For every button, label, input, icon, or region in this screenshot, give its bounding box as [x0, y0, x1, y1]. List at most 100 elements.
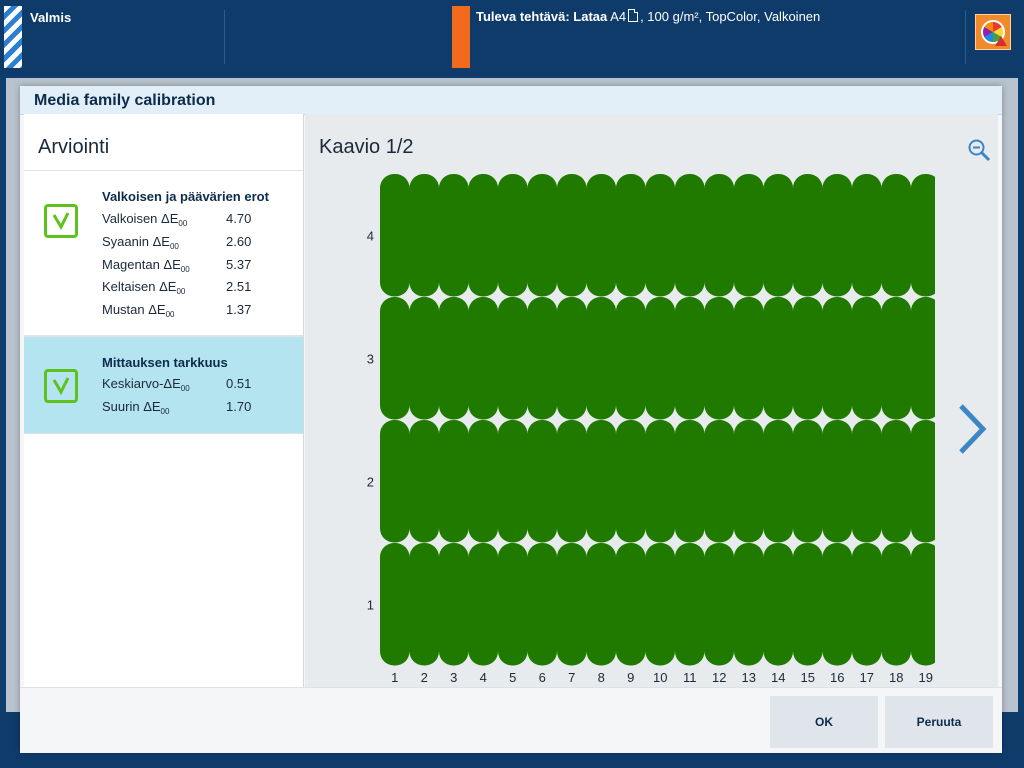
heatmap-cell: [439, 174, 469, 297]
paper-icon: [628, 9, 639, 22]
heatmap-cell: [881, 297, 911, 420]
heatmap-cell: [409, 543, 439, 666]
chart-title: Kaavio 1/2: [319, 136, 414, 158]
heatmap-cell: [734, 543, 764, 666]
dialog-title: Media family calibration: [34, 92, 216, 109]
ok-button[interactable]: OK: [770, 696, 878, 748]
delta-row-magenta: Magentan ΔE00 5.37: [102, 257, 252, 274]
x-tick-label: 19: [919, 670, 933, 685]
heatmap-cell: [527, 420, 557, 543]
heatmap-cell: [645, 420, 675, 543]
heatmap-cell: [675, 543, 705, 666]
heatmap-cell: [734, 420, 764, 543]
heatmap-cell: [793, 420, 823, 543]
heatmap-cell: [498, 420, 528, 543]
evaluation-title: Arviointi: [38, 136, 110, 158]
heatmap-cell: [557, 297, 587, 420]
y-tick-label: 1: [367, 598, 374, 613]
zoom-out-icon[interactable]: [967, 138, 991, 162]
y-tick-label: 4: [367, 229, 374, 244]
x-tick-label: 14: [771, 670, 785, 685]
heatmap-cell: [645, 297, 675, 420]
heatmap-cell: [409, 420, 439, 543]
x-tick-label: 6: [539, 670, 546, 685]
heatmap-cell: [527, 174, 557, 297]
heatmap-cell: [852, 174, 882, 297]
check-icon: [44, 369, 78, 403]
heatmap-cell: [822, 420, 852, 543]
color-difference-card[interactable]: Valkoisen ja päävärien erot Valkoisen ΔE…: [24, 171, 303, 337]
heatmap-cell: [852, 297, 882, 420]
delta-row-yellow: Keltaisen ΔE00 2.51: [102, 279, 252, 296]
x-tick-label: 12: [712, 670, 726, 685]
x-tick-label: 18: [889, 670, 903, 685]
evaluation-panel: Arviointi Valkoisen ja päävärien erot Va…: [24, 114, 304, 687]
heatmap-cell: [616, 543, 646, 666]
dialog-header: Media family calibration: [20, 86, 1002, 115]
printer-status-label: Valmis: [30, 10, 72, 25]
heatmap-cell: [704, 174, 734, 297]
job-queue-tab[interactable]: [452, 6, 470, 68]
heatmap-cell: [763, 174, 793, 297]
measurement-accuracy-title: Mittauksen tarkkuus: [102, 355, 228, 370]
cancel-button[interactable]: Peruuta: [885, 696, 993, 748]
heatmap-cell: [675, 420, 705, 543]
heatmap-cell: [675, 297, 705, 420]
heatmap-cell: [498, 297, 528, 420]
x-tick-label: 3: [450, 670, 457, 685]
heatmap-cell: [881, 543, 911, 666]
heatmap-cell: [380, 174, 410, 297]
measurement-accuracy-card[interactable]: Mittauksen tarkkuus Keskiarvo-ΔE00 0.51 S…: [24, 337, 303, 434]
heatmap-cell: [793, 297, 823, 420]
x-tick-label: 9: [627, 670, 634, 685]
y-tick-label: 2: [367, 475, 374, 490]
heatmap-cell: [881, 174, 911, 297]
color-wheel-warning-icon[interactable]: [975, 14, 1011, 50]
heatmap-cell: [734, 297, 764, 420]
x-tick-label: 7: [568, 670, 575, 685]
chevron-right-icon[interactable]: [955, 402, 989, 456]
upcoming-job-size: A4: [610, 9, 627, 24]
heatmap-cell: [380, 420, 410, 543]
heatmap-cell: [557, 174, 587, 297]
heatmap-cell: [852, 543, 882, 666]
dialog-footer: OK Peruuta: [20, 687, 1002, 753]
heatmap-cell: [911, 543, 935, 666]
heatmap-cell: [616, 420, 646, 543]
x-tick-label: 4: [480, 670, 487, 685]
heatmap-cell: [822, 543, 852, 666]
heatmap-cell: [763, 420, 793, 543]
heatmap-cell: [763, 543, 793, 666]
color-difference-title: Valkoisen ja päävärien erot: [102, 189, 269, 204]
divider: [224, 10, 225, 64]
heatmap-cell: [498, 543, 528, 666]
x-tick-label: 10: [653, 670, 667, 685]
top-bar: Valmis Tuleva tehtävä: Lataa A4 , 100 g/m…: [0, 0, 1024, 76]
heatmap-cell: [439, 543, 469, 666]
delta-row-average: Keskiarvo-ΔE00 0.51: [102, 376, 252, 393]
upcoming-job-label: Tuleva tehtävä: Lataa: [476, 9, 608, 24]
heatmap-cell: [911, 174, 935, 297]
heatmap-cell: [911, 297, 935, 420]
heatmap-cell: [704, 297, 734, 420]
heatmap-cell: [793, 174, 823, 297]
heatmap-cell: [822, 174, 852, 297]
heatmap-cell: [439, 420, 469, 543]
chart-panel: Kaavio 1/2 4 3 2 1 1 2 3 4 5 6 7 8 9 10 11 12 13 14 15 16 17…: [305, 114, 998, 687]
x-tick-label: 8: [598, 670, 605, 685]
heatmap-cell: [586, 543, 616, 666]
delta-row-white: Valkoisen ΔE00 4.70: [102, 211, 252, 228]
heatmap-cell: [586, 420, 616, 543]
heatmap-cell: [616, 297, 646, 420]
heatmap-cell: [409, 174, 439, 297]
x-tick-label: 5: [509, 670, 516, 685]
heatmap-cell: [645, 543, 675, 666]
x-tick-label: 1: [391, 670, 398, 685]
heatmap-cell: [822, 297, 852, 420]
x-tick-label: 11: [683, 670, 697, 685]
status-stripe-icon: [4, 6, 22, 68]
upcoming-job[interactable]: Tuleva tehtävä: Lataa A4 , 100 g/m², TopC…: [476, 9, 820, 24]
x-tick-label: 15: [801, 670, 815, 685]
x-tick-label: 17: [860, 670, 874, 685]
warning-icon: [995, 36, 1007, 46]
